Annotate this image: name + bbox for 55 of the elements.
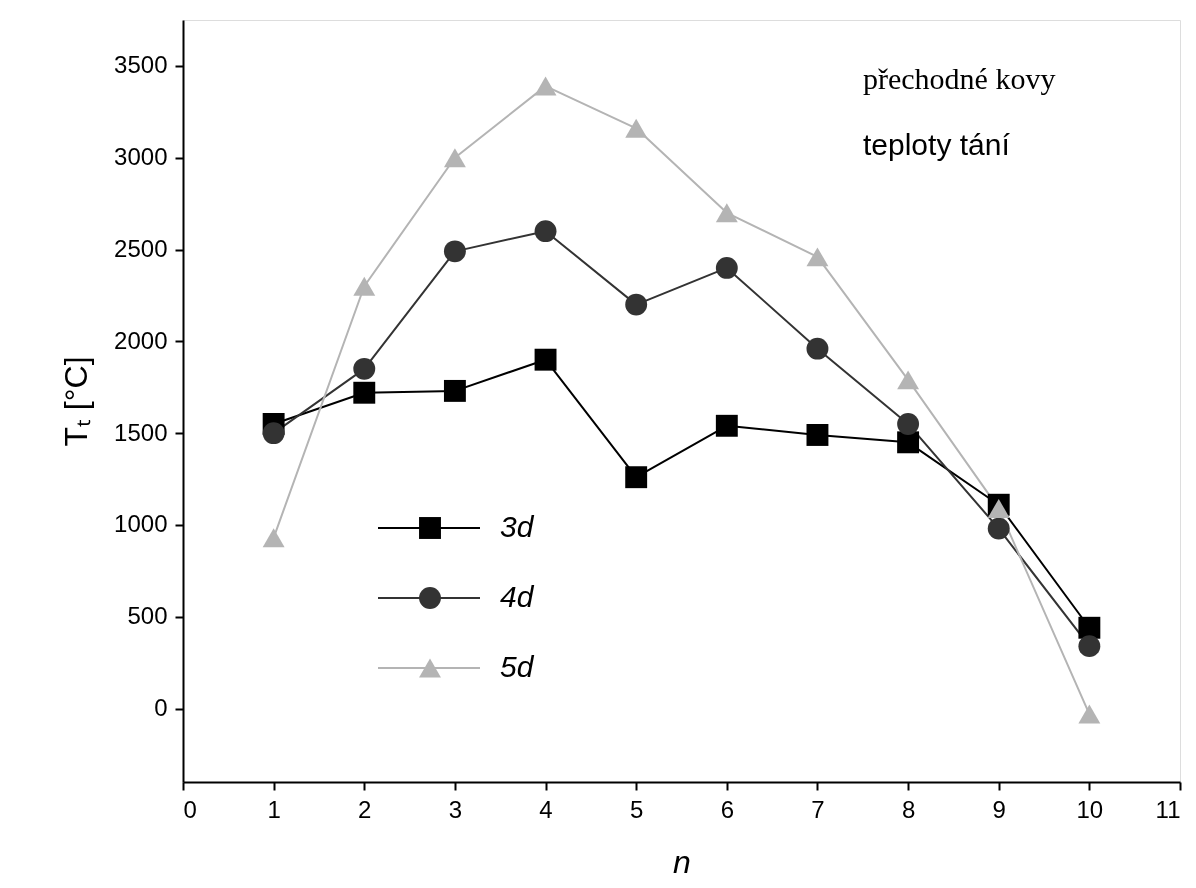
x-tick-label: 0 <box>183 795 197 823</box>
y-tick-label: 3500 <box>114 51 168 79</box>
annotation: teploty tání <box>863 128 1011 161</box>
point <box>443 148 466 168</box>
point <box>987 498 1010 518</box>
point <box>534 220 557 243</box>
point <box>625 293 648 316</box>
point <box>715 414 738 437</box>
point <box>353 357 376 380</box>
legend-label: 5d <box>500 650 535 683</box>
x-tick-label: 7 <box>811 795 825 823</box>
y-tick-label: 2500 <box>114 235 168 263</box>
y-tick-label: 0 <box>154 694 168 722</box>
point <box>715 256 738 279</box>
point <box>262 422 285 445</box>
point <box>443 240 466 263</box>
point <box>806 247 829 267</box>
y-tick-label: 3000 <box>114 143 168 171</box>
point <box>353 381 376 404</box>
x-tick-label: 5 <box>630 795 644 823</box>
x-tick-label: 11 <box>1155 795 1181 823</box>
x-tick-label: 6 <box>720 795 734 823</box>
x-tick-label: 10 <box>1076 795 1104 823</box>
point <box>806 337 829 360</box>
x-tick-label: 1 <box>267 795 281 823</box>
annotation: přechodné kovy <box>863 62 1056 95</box>
point <box>897 431 920 454</box>
x-tick-label: 9 <box>992 795 1006 823</box>
x-tick-label: 3 <box>448 795 463 823</box>
x-tick-label: 8 <box>901 795 916 823</box>
point <box>625 118 648 138</box>
point <box>1078 704 1101 724</box>
x-axis-title: n <box>673 843 691 880</box>
point <box>1078 635 1101 658</box>
legend-label: 4d <box>500 580 535 613</box>
y-tick-label: 500 <box>127 602 168 630</box>
point <box>353 276 376 296</box>
point <box>897 370 920 390</box>
x-tick-label: 4 <box>539 795 553 823</box>
y-tick-label: 1500 <box>114 418 168 446</box>
point <box>534 76 557 96</box>
y-tick-label: 1000 <box>114 510 168 538</box>
point <box>715 203 738 223</box>
point <box>987 517 1010 540</box>
point <box>1078 616 1101 639</box>
point <box>806 424 829 446</box>
legend-label: 3d <box>500 510 535 543</box>
y-tick-label: 2000 <box>114 326 168 354</box>
y-axis-title: Tₜ [°C] <box>58 356 95 447</box>
point <box>262 528 285 548</box>
x-tick-label: 2 <box>358 795 372 823</box>
point <box>625 466 648 489</box>
point <box>443 379 466 402</box>
point <box>897 413 920 435</box>
point <box>534 348 557 371</box>
